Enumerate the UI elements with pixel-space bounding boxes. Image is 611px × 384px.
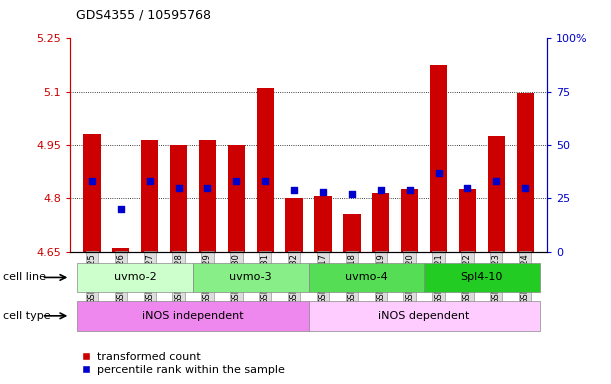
Text: Spl4-10: Spl4-10 — [461, 272, 503, 283]
FancyBboxPatch shape — [193, 263, 309, 292]
FancyBboxPatch shape — [78, 263, 193, 292]
Bar — [228, 145, 245, 252]
Point — [87, 178, 97, 184]
Bar — [285, 198, 303, 252]
Point — [347, 191, 357, 197]
Bar — [141, 140, 158, 252]
Text: uvmo-2: uvmo-2 — [114, 272, 156, 283]
Bar — [257, 88, 274, 252]
FancyBboxPatch shape — [424, 263, 540, 292]
Bar — [488, 136, 505, 252]
Text: cell type: cell type — [3, 311, 51, 321]
Bar — [372, 193, 389, 252]
Text: iNOS dependent: iNOS dependent — [378, 311, 470, 321]
Point — [289, 187, 299, 193]
Bar — [314, 197, 332, 252]
Point — [404, 187, 414, 193]
Point — [491, 178, 501, 184]
Bar — [199, 140, 216, 252]
Bar — [401, 189, 419, 252]
Point — [174, 185, 183, 191]
Point — [434, 170, 444, 176]
Bar — [459, 189, 476, 252]
FancyBboxPatch shape — [309, 263, 424, 292]
Bar — [170, 145, 187, 252]
FancyBboxPatch shape — [78, 301, 309, 331]
Legend: transformed count, percentile rank within the sample: transformed count, percentile rank withi… — [76, 347, 289, 379]
Text: iNOS independent: iNOS independent — [142, 311, 244, 321]
Point — [145, 178, 155, 184]
Bar — [516, 93, 534, 252]
Bar — [112, 248, 130, 252]
Text: uvmo-3: uvmo-3 — [230, 272, 272, 283]
Bar — [83, 134, 101, 252]
Point — [463, 185, 472, 191]
Text: uvmo-4: uvmo-4 — [345, 272, 388, 283]
Text: cell line: cell line — [3, 272, 46, 283]
Point — [376, 187, 386, 193]
FancyBboxPatch shape — [309, 301, 540, 331]
Point — [203, 185, 213, 191]
Point — [521, 185, 530, 191]
Point — [232, 178, 241, 184]
Text: GDS4355 / 10595768: GDS4355 / 10595768 — [76, 8, 211, 21]
Point — [116, 206, 126, 212]
Bar — [343, 214, 360, 252]
Point — [318, 189, 328, 195]
Point — [260, 178, 270, 184]
Bar — [430, 65, 447, 252]
